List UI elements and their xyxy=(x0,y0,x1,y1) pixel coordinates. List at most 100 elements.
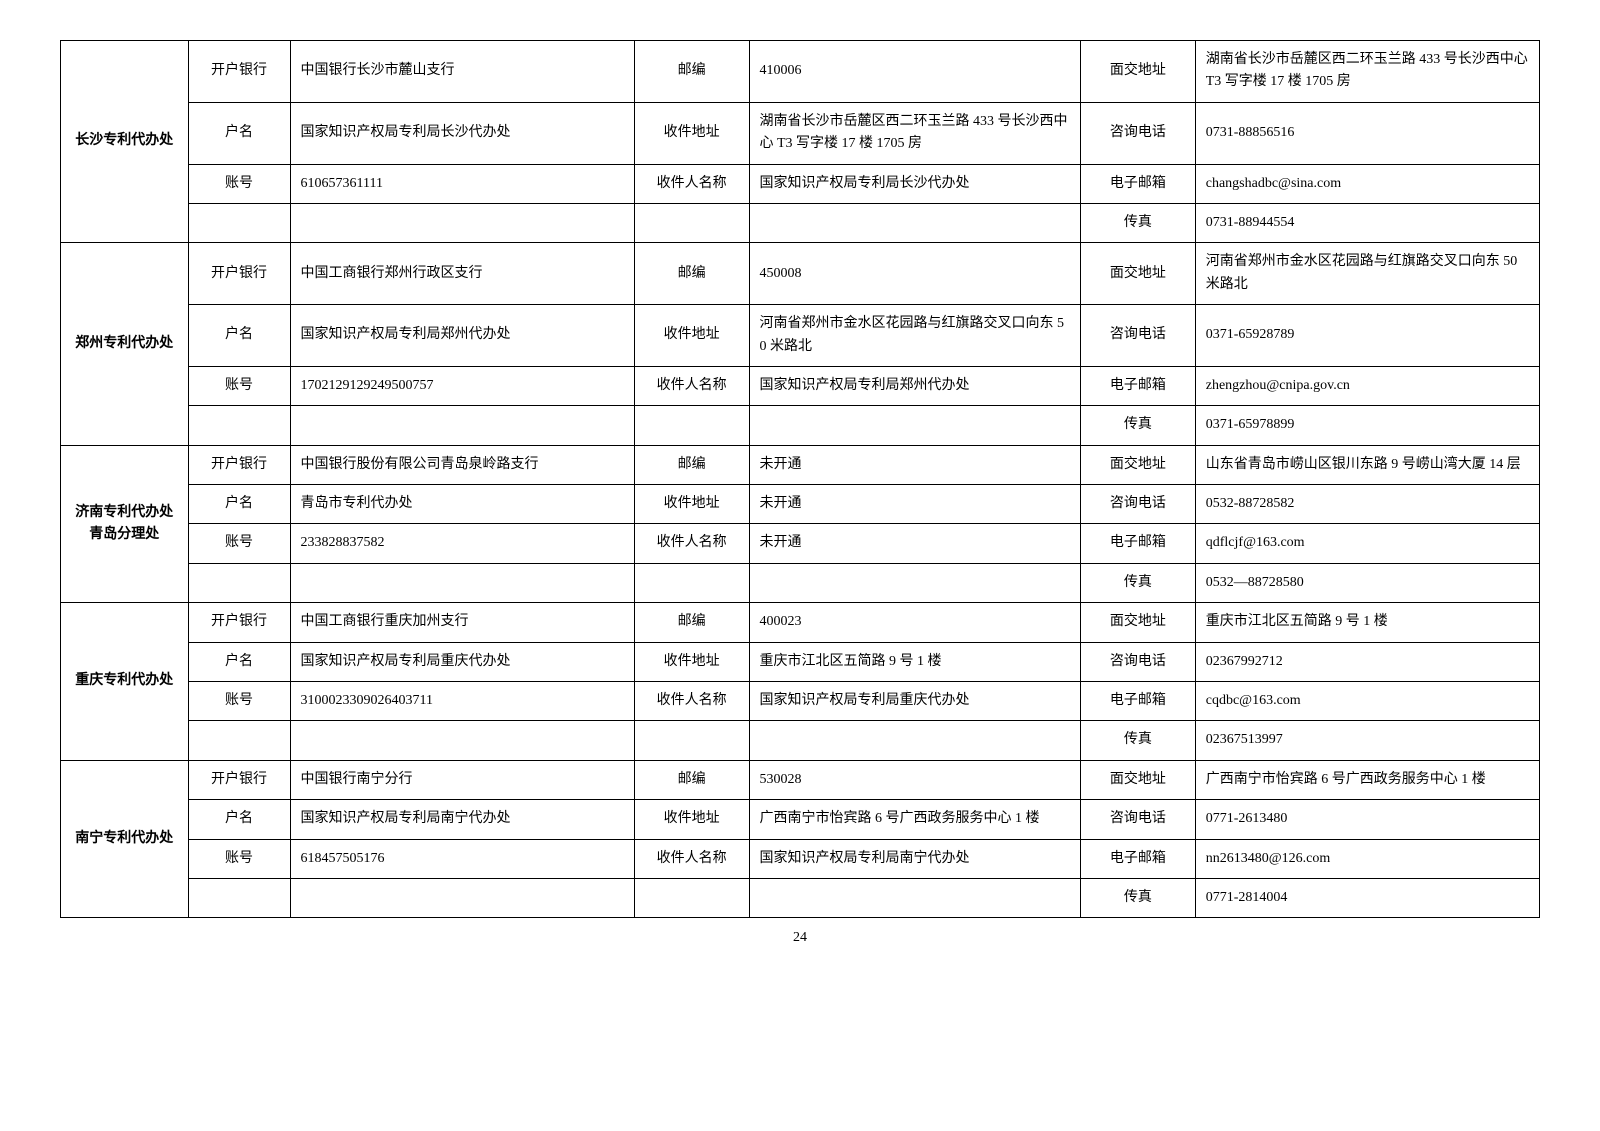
empty-cell xyxy=(634,721,749,760)
value-email: nn2613480@126.com xyxy=(1195,839,1539,878)
label-visit-addr: 面交地址 xyxy=(1081,603,1196,642)
table-row: 济南专利代办处青岛分理处开户银行中国银行股份有限公司青岛泉岭路支行邮编未开通面交… xyxy=(61,445,1540,484)
value-recv-name: 国家知识产权局专利局长沙代办处 xyxy=(749,164,1081,203)
label-recv-addr: 收件地址 xyxy=(634,305,749,367)
value-account-no: 618457505176 xyxy=(290,839,634,878)
table-row: 账号610657361111收件人名称国家知识产权局专利局长沙代办处电子邮箱ch… xyxy=(61,164,1540,203)
table-row: 南宁专利代办处开户银行中国银行南宁分行邮编530028面交地址广西南宁市怡宾路 … xyxy=(61,760,1540,799)
table-row: 重庆专利代办处开户银行中国工商银行重庆加州支行邮编400023面交地址重庆市江北… xyxy=(61,603,1540,642)
value-bank: 中国工商银行重庆加州支行 xyxy=(290,603,634,642)
label-phone: 咨询电话 xyxy=(1081,102,1196,164)
value-account-no: 3100023309026403711 xyxy=(290,682,634,721)
value-postcode: 400023 xyxy=(749,603,1081,642)
value-recv-addr: 湖南省长沙市岳麓区西二环玉兰路 433 号长沙西中心 T3 写字楼 17 楼 1… xyxy=(749,102,1081,164)
value-account-no: 233828837582 xyxy=(290,524,634,563)
value-recv-addr: 未开通 xyxy=(749,485,1081,524)
value-bank: 中国银行股份有限公司青岛泉岭路支行 xyxy=(290,445,634,484)
table-row: 郑州专利代办处开户银行中国工商银行郑州行政区支行邮编450008面交地址河南省郑… xyxy=(61,243,1540,305)
label-phone: 咨询电话 xyxy=(1081,800,1196,839)
value-recv-name: 国家知识产权局专利局重庆代办处 xyxy=(749,682,1081,721)
value-recv-name: 未开通 xyxy=(749,524,1081,563)
empty-cell xyxy=(749,406,1081,445)
label-account-name: 户名 xyxy=(188,800,290,839)
label-account-name: 户名 xyxy=(188,642,290,681)
label-email: 电子邮箱 xyxy=(1081,682,1196,721)
label-recv-addr: 收件地址 xyxy=(634,102,749,164)
table-row: 户名国家知识产权局专利局郑州代办处收件地址河南省郑州市金水区花园路与红旗路交叉口… xyxy=(61,305,1540,367)
table-row: 账号3100023309026403711收件人名称国家知识产权局专利局重庆代办… xyxy=(61,682,1540,721)
empty-cell xyxy=(290,721,634,760)
label-fax: 传真 xyxy=(1081,406,1196,445)
empty-cell xyxy=(188,203,290,242)
empty-cell xyxy=(634,878,749,917)
value-postcode: 530028 xyxy=(749,760,1081,799)
label-postcode: 邮编 xyxy=(634,445,749,484)
empty-cell xyxy=(290,406,634,445)
label-fax: 传真 xyxy=(1081,878,1196,917)
value-phone: 0731-88856516 xyxy=(1195,102,1539,164)
label-recv-name: 收件人名称 xyxy=(634,366,749,405)
empty-cell xyxy=(749,721,1081,760)
label-email: 电子邮箱 xyxy=(1081,366,1196,405)
table-row: 传真0731-88944554 xyxy=(61,203,1540,242)
table-row: 传真02367513997 xyxy=(61,721,1540,760)
label-recv-addr: 收件地址 xyxy=(634,485,749,524)
value-account-name: 国家知识产权局专利局郑州代办处 xyxy=(290,305,634,367)
table-row: 账号1702129129249500757收件人名称国家知识产权局专利局郑州代办… xyxy=(61,366,1540,405)
label-postcode: 邮编 xyxy=(634,603,749,642)
label-account-no: 账号 xyxy=(188,164,290,203)
office-name: 南宁专利代办处 xyxy=(61,760,189,918)
value-phone: 0771-2613480 xyxy=(1195,800,1539,839)
value-phone: 0371-65928789 xyxy=(1195,305,1539,367)
label-phone: 咨询电话 xyxy=(1081,305,1196,367)
empty-cell xyxy=(188,406,290,445)
value-account-name: 青岛市专利代办处 xyxy=(290,485,634,524)
office-name: 重庆专利代办处 xyxy=(61,603,189,761)
value-visit-addr: 重庆市江北区五简路 9 号 1 楼 xyxy=(1195,603,1539,642)
table-row: 长沙专利代办处开户银行中国银行长沙市麓山支行邮编410006面交地址湖南省长沙市… xyxy=(61,41,1540,103)
label-account-no: 账号 xyxy=(188,682,290,721)
empty-cell xyxy=(188,878,290,917)
value-recv-name: 国家知识产权局专利局南宁代办处 xyxy=(749,839,1081,878)
office-name: 长沙专利代办处 xyxy=(61,41,189,243)
label-bank: 开户银行 xyxy=(188,760,290,799)
label-visit-addr: 面交地址 xyxy=(1081,760,1196,799)
empty-cell xyxy=(749,203,1081,242)
label-account-no: 账号 xyxy=(188,839,290,878)
label-visit-addr: 面交地址 xyxy=(1081,243,1196,305)
label-account-name: 户名 xyxy=(188,305,290,367)
table-row: 账号618457505176收件人名称国家知识产权局专利局南宁代办处电子邮箱nn… xyxy=(61,839,1540,878)
document-page: 长沙专利代办处开户银行中国银行长沙市麓山支行邮编410006面交地址湖南省长沙市… xyxy=(60,40,1540,946)
label-bank: 开户银行 xyxy=(188,445,290,484)
label-email: 电子邮箱 xyxy=(1081,164,1196,203)
empty-cell xyxy=(634,406,749,445)
value-visit-addr: 广西南宁市怡宾路 6 号广西政务服务中心 1 楼 xyxy=(1195,760,1539,799)
value-email: qdflcjf@163.com xyxy=(1195,524,1539,563)
value-fax: 0771-2814004 xyxy=(1195,878,1539,917)
value-bank: 中国银行长沙市麓山支行 xyxy=(290,41,634,103)
label-email: 电子邮箱 xyxy=(1081,524,1196,563)
label-postcode: 邮编 xyxy=(634,760,749,799)
value-bank: 中国工商银行郑州行政区支行 xyxy=(290,243,634,305)
value-account-no: 610657361111 xyxy=(290,164,634,203)
label-recv-addr: 收件地址 xyxy=(634,800,749,839)
label-visit-addr: 面交地址 xyxy=(1081,41,1196,103)
value-fax: 0532—88728580 xyxy=(1195,563,1539,602)
value-postcode: 未开通 xyxy=(749,445,1081,484)
value-email: zhengzhou@cnipa.gov.cn xyxy=(1195,366,1539,405)
value-bank: 中国银行南宁分行 xyxy=(290,760,634,799)
value-postcode: 450008 xyxy=(749,243,1081,305)
value-account-no: 1702129129249500757 xyxy=(290,366,634,405)
label-recv-name: 收件人名称 xyxy=(634,682,749,721)
empty-cell xyxy=(290,563,634,602)
empty-cell xyxy=(749,563,1081,602)
value-recv-name: 国家知识产权局专利局郑州代办处 xyxy=(749,366,1081,405)
label-phone: 咨询电话 xyxy=(1081,485,1196,524)
label-postcode: 邮编 xyxy=(634,41,749,103)
label-bank: 开户银行 xyxy=(188,243,290,305)
empty-cell xyxy=(290,878,634,917)
value-email: cqdbc@163.com xyxy=(1195,682,1539,721)
label-fax: 传真 xyxy=(1081,721,1196,760)
value-recv-addr: 广西南宁市怡宾路 6 号广西政务服务中心 1 楼 xyxy=(749,800,1081,839)
label-recv-name: 收件人名称 xyxy=(634,839,749,878)
